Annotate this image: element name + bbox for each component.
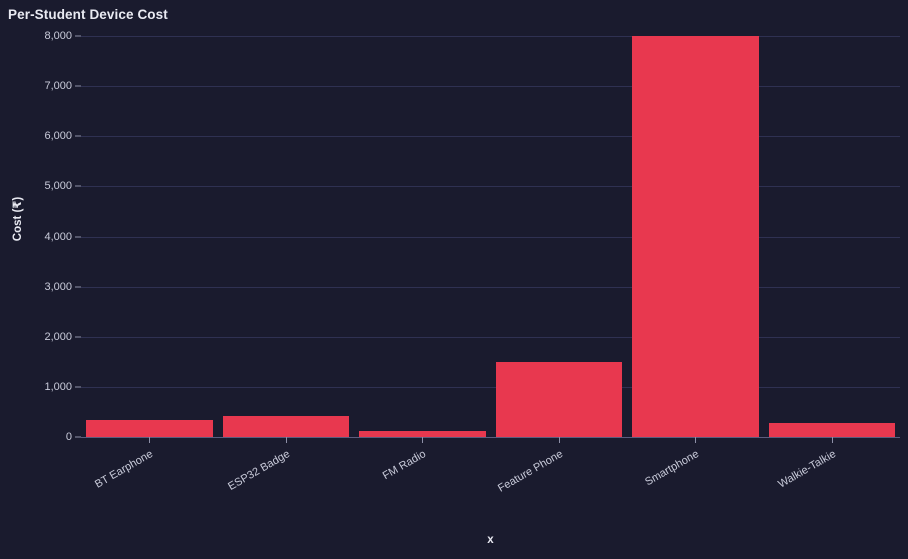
x-tick-mark xyxy=(558,437,560,443)
bars-group xyxy=(81,36,900,437)
y-tick-label: 2,000 xyxy=(44,330,72,343)
gridline xyxy=(81,386,900,388)
gridline xyxy=(81,136,900,138)
y-tick-mark xyxy=(75,386,81,388)
x-tick-mark xyxy=(831,437,833,443)
chart-title: Per-Student Device Cost xyxy=(8,7,168,22)
bar[interactable] xyxy=(768,422,895,437)
gridline xyxy=(81,36,900,37)
y-tick-label: 0 xyxy=(65,431,72,443)
y-tick-label: 8,000 xyxy=(44,30,72,42)
y-tick-label: 5,000 xyxy=(44,180,72,193)
y-tick-mark xyxy=(75,286,81,288)
x-tick-mark xyxy=(285,437,287,443)
y-tick-mark xyxy=(75,336,81,338)
bar[interactable] xyxy=(495,361,622,437)
y-tick-label: 3,000 xyxy=(44,280,72,293)
y-tick-mark xyxy=(75,185,81,187)
y-tick-mark xyxy=(75,135,81,137)
y-tick-label: 1,000 xyxy=(44,380,72,393)
y-tick-mark xyxy=(75,436,81,438)
y-tick-label: 6,000 xyxy=(44,130,72,143)
x-tick-mark xyxy=(149,437,151,443)
y-tick-mark xyxy=(75,85,81,87)
gridline xyxy=(81,86,900,88)
plot-area xyxy=(81,36,900,438)
bar[interactable] xyxy=(632,36,759,437)
gridline xyxy=(81,336,900,338)
y-axis-title-text: Cost (₹) xyxy=(12,196,25,241)
x-axis-line xyxy=(81,437,900,438)
x-axis-title: x xyxy=(487,534,494,546)
y-tick-label: 4,000 xyxy=(44,230,72,243)
y-axis-title: Cost (₹) xyxy=(4,0,30,437)
y-tick-mark xyxy=(75,35,81,37)
bar[interactable] xyxy=(359,431,486,437)
y-tick-label: 7,000 xyxy=(44,80,72,93)
gridline xyxy=(81,286,900,288)
bar[interactable] xyxy=(222,415,349,437)
x-tick-mark xyxy=(422,437,424,443)
gridline xyxy=(81,236,900,238)
gridline xyxy=(81,186,900,188)
y-tick-mark xyxy=(75,236,81,237)
bar[interactable] xyxy=(86,419,213,437)
x-tick-mark xyxy=(695,437,697,443)
